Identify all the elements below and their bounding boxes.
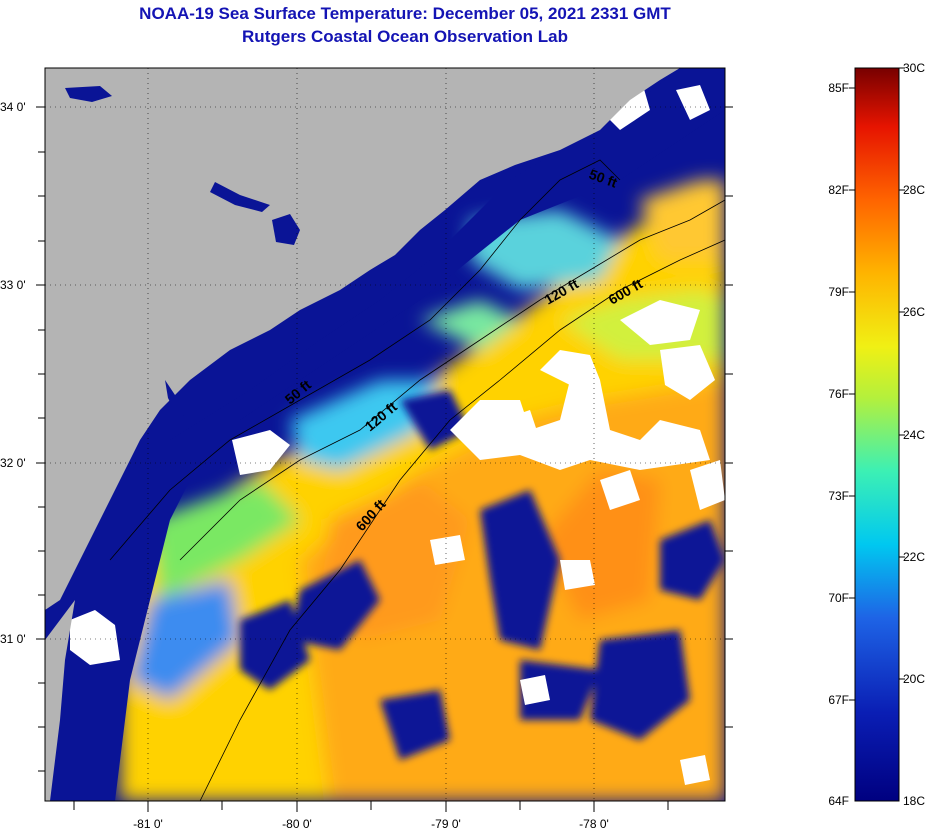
colorbar: 85F 82F 79F 76F 73F 70F 67F 64F 30C 28C … [828, 61, 925, 808]
colorbar-f-label: 70F [828, 591, 849, 605]
colorbar-c-label: 18C [903, 794, 925, 808]
coastal-cold-band [45, 68, 725, 801]
colorbar-gradient [854, 67, 900, 802]
map-subtitle: Rutgers Coastal Ocean Observation Lab [242, 27, 568, 46]
colorbar-f-label: 73F [828, 489, 849, 503]
lon-label: -80 0' [282, 817, 312, 831]
colorbar-f-label: 76F [828, 387, 849, 401]
land-mass [45, 68, 680, 610]
axis-labels: -81 0' -80 0' -79 0' -78 0' 34 0' 33 0' … [0, 100, 609, 831]
colorbar-c-label: 22C [903, 550, 925, 564]
colorbar-c-label: 20C [903, 672, 925, 686]
lat-label: 34 0' [0, 100, 26, 114]
map-title: NOAA-19 Sea Surface Temperature: Decembe… [139, 4, 671, 23]
colorbar-f-label: 85F [828, 81, 849, 95]
colorbar-f-label: 79F [828, 285, 849, 299]
axis-ticks [36, 106, 733, 812]
depth-contours [109, 159, 725, 801]
colorbar-c-label: 28C [903, 183, 925, 197]
map-frame [44, 67, 726, 802]
lat-label: 33 0' [0, 278, 26, 292]
colorbar-c-label: 26C [903, 305, 925, 319]
map-area [45, 68, 725, 801]
lon-label: -81 0' [133, 817, 163, 831]
lon-label: -78 0' [579, 817, 609, 831]
graticule [45, 68, 725, 801]
land-south [45, 600, 75, 801]
lon-label: -79 0' [431, 817, 461, 831]
colorbar-f-label: 67F [828, 693, 849, 707]
colorbar-c-label: 24C [903, 428, 925, 442]
colorbar-f-label: 64F [828, 794, 849, 808]
inland-water [65, 86, 300, 418]
lat-label: 32 0' [0, 456, 26, 470]
colorbar-ticks [849, 67, 905, 701]
colorbar-f-label: 82F [828, 183, 849, 197]
cold-patches [240, 390, 725, 760]
colorbar-c-label: 30C [903, 61, 925, 75]
lat-label: 31 0' [0, 632, 26, 646]
